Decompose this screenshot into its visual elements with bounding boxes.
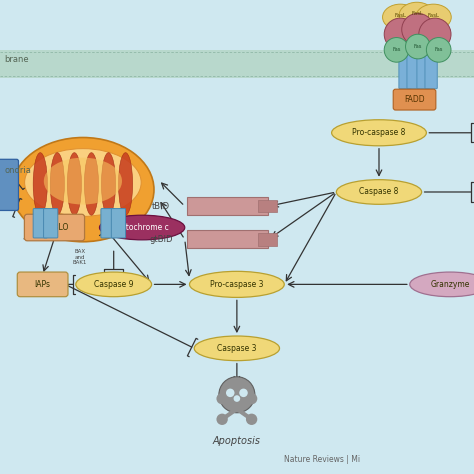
FancyBboxPatch shape <box>187 230 268 248</box>
Circle shape <box>239 389 248 397</box>
Text: DIABLO: DIABLO <box>40 223 69 232</box>
FancyBboxPatch shape <box>111 209 126 238</box>
FancyBboxPatch shape <box>393 89 436 110</box>
Ellipse shape <box>337 180 422 204</box>
Text: Nature Reviews | Mi: Nature Reviews | Mi <box>284 456 360 465</box>
Circle shape <box>234 395 240 402</box>
Text: Fas: Fas <box>435 47 443 52</box>
Ellipse shape <box>44 158 122 205</box>
FancyBboxPatch shape <box>417 35 429 89</box>
Text: Fas: Fas <box>392 47 401 52</box>
Text: Caspase 9: Caspase 9 <box>94 280 134 289</box>
Ellipse shape <box>67 153 82 215</box>
Text: brane: brane <box>5 55 29 64</box>
FancyBboxPatch shape <box>425 35 438 89</box>
Circle shape <box>384 18 417 50</box>
Text: ondria: ondria <box>5 166 32 175</box>
Text: FasL: FasL <box>412 11 424 16</box>
Ellipse shape <box>76 272 152 297</box>
FancyBboxPatch shape <box>17 272 68 297</box>
Ellipse shape <box>399 2 435 28</box>
Text: Fas: Fas <box>414 44 422 49</box>
FancyBboxPatch shape <box>0 50 474 78</box>
Text: BAX
and
BAK1: BAX and BAK1 <box>73 249 87 265</box>
Text: Cytochrome c: Cytochrome c <box>116 223 168 232</box>
Ellipse shape <box>12 137 154 242</box>
Text: Granzyme: Granzyme <box>430 280 470 289</box>
Circle shape <box>217 393 228 404</box>
Text: Caspase 8: Caspase 8 <box>359 188 399 197</box>
Circle shape <box>246 393 257 404</box>
FancyBboxPatch shape <box>24 214 84 241</box>
Text: Pro-caspase 8: Pro-caspase 8 <box>352 128 406 137</box>
Ellipse shape <box>101 153 116 215</box>
FancyBboxPatch shape <box>258 233 277 246</box>
Ellipse shape <box>190 271 284 297</box>
Circle shape <box>226 389 235 397</box>
FancyBboxPatch shape <box>101 209 115 238</box>
Text: FasL: FasL <box>394 13 406 18</box>
Circle shape <box>402 13 434 46</box>
Text: gtBID: gtBID <box>149 235 173 244</box>
Ellipse shape <box>84 153 99 215</box>
Text: Pro-caspase 3: Pro-caspase 3 <box>210 280 264 289</box>
FancyBboxPatch shape <box>44 209 58 238</box>
Text: Apoptosis: Apoptosis <box>213 436 261 446</box>
FancyBboxPatch shape <box>187 197 268 215</box>
Ellipse shape <box>332 120 427 146</box>
FancyBboxPatch shape <box>399 35 411 89</box>
Circle shape <box>217 414 228 425</box>
Circle shape <box>406 34 430 59</box>
Ellipse shape <box>100 215 185 240</box>
Text: tBID: tBID <box>152 202 170 211</box>
Text: IAPs: IAPs <box>35 280 51 289</box>
Ellipse shape <box>410 272 474 297</box>
FancyBboxPatch shape <box>407 35 419 89</box>
Ellipse shape <box>383 4 418 30</box>
Text: FasL: FasL <box>428 13 440 18</box>
Circle shape <box>246 414 257 425</box>
FancyBboxPatch shape <box>258 200 277 212</box>
Ellipse shape <box>194 336 280 361</box>
Text: Caspase 3: Caspase 3 <box>217 344 256 353</box>
FancyBboxPatch shape <box>0 159 18 210</box>
Circle shape <box>427 37 451 62</box>
Circle shape <box>419 18 451 50</box>
Ellipse shape <box>416 4 451 30</box>
Ellipse shape <box>50 153 64 215</box>
Ellipse shape <box>118 153 133 215</box>
Ellipse shape <box>25 149 141 217</box>
FancyBboxPatch shape <box>33 209 47 238</box>
Circle shape <box>384 37 409 62</box>
Circle shape <box>219 377 255 413</box>
Ellipse shape <box>33 153 47 215</box>
Text: FADD: FADD <box>404 95 425 104</box>
